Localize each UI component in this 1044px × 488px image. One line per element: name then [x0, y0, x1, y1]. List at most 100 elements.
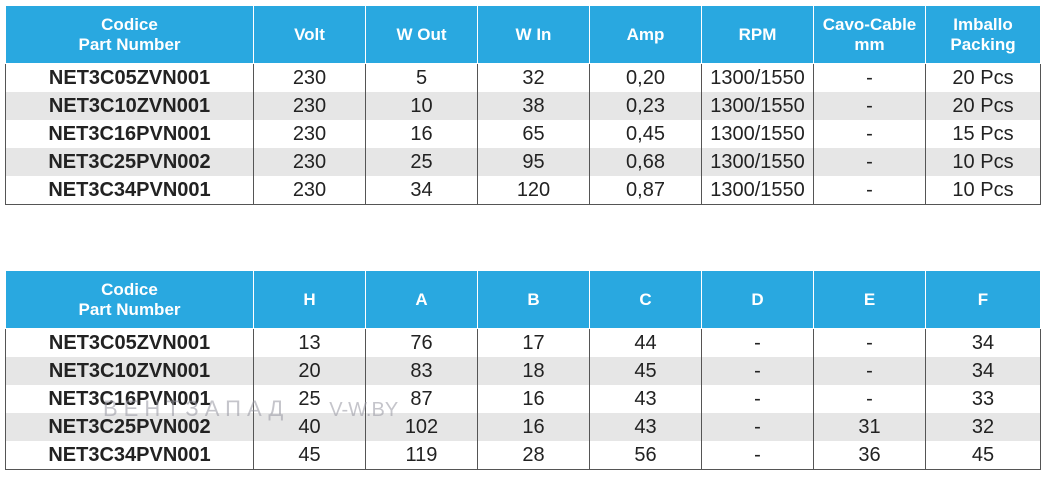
- part-number-cell: NET3C05ZVN001: [5, 63, 254, 92]
- part-number-cell: NET3C16PVN001: [5, 385, 254, 413]
- table-cell: 20: [253, 357, 366, 385]
- table-cell: 10 Pcs: [925, 148, 1041, 176]
- table-row: NET3C16PVN001 25 87 16 43- -33: [5, 385, 1041, 413]
- table-cell: 10 Pcs: [925, 176, 1041, 205]
- dimensions-header-row: Codice Part Number H A B C D E F: [5, 270, 1041, 329]
- part-number-cell: NET3C34PVN001: [5, 176, 254, 205]
- table-cell: -: [813, 120, 926, 148]
- header-volt: Volt: [253, 5, 366, 64]
- table-cell: 18: [477, 357, 590, 385]
- specs-header-row: Codice Part Number Volt W Out W In Amp R…: [5, 5, 1041, 64]
- table-cell: 16: [477, 413, 590, 441]
- table-cell: 102: [365, 413, 478, 441]
- table-cell: 119: [365, 441, 478, 470]
- table-row: NET3C34PVN001 45 119 28 56-36 45: [5, 441, 1041, 470]
- table-cell: 45: [253, 441, 366, 470]
- table-cell: 230: [253, 63, 366, 92]
- part-number-cell: NET3C10ZVN001: [5, 357, 254, 385]
- table-cell: 1300/1550: [701, 176, 814, 205]
- table-cell: 33: [925, 385, 1041, 413]
- table-cell: 16: [477, 385, 590, 413]
- header-e: E: [813, 270, 926, 329]
- table-cell: 45: [589, 357, 702, 385]
- table-cell: 87: [365, 385, 478, 413]
- table-cell: 65: [477, 120, 590, 148]
- part-number-cell: NET3C16PVN001: [5, 120, 254, 148]
- specs-table: Codice Part Number Volt W Out W In Amp R…: [5, 5, 1041, 205]
- table-cell: -: [701, 385, 814, 413]
- table-cell: 43: [589, 413, 702, 441]
- table-cell: 83: [365, 357, 478, 385]
- table-cell: 5: [365, 63, 478, 92]
- table-cell: 13: [253, 328, 366, 357]
- table-cell: 34: [365, 176, 478, 205]
- table-cell: 34: [925, 328, 1041, 357]
- table-cell: 28: [477, 441, 590, 470]
- table-cell: 230: [253, 176, 366, 205]
- table-row: NET3C10ZVN001 230 10 38 0,23 1300/1550-20 Pcs: [5, 92, 1041, 120]
- part-number-cell: NET3C25PVN002: [5, 148, 254, 176]
- table-row: NET3C10ZVN001 20 83 18 45- -34: [5, 357, 1041, 385]
- table-cell: 1300/1550: [701, 92, 814, 120]
- table-cell: 0,20: [589, 63, 702, 92]
- table-row: NET3C05ZVN001 13 76 17 44- -34: [5, 328, 1041, 357]
- table-cell: 20 Pcs: [925, 92, 1041, 120]
- table-cell: 1300/1550: [701, 148, 814, 176]
- table-cell: 230: [253, 120, 366, 148]
- table-row: NET3C34PVN001 230 34 120 0,87 1300/1550-10 Pc…: [5, 176, 1041, 205]
- table-cell: 34: [925, 357, 1041, 385]
- table-cell: -: [701, 357, 814, 385]
- table-cell: 1300/1550: [701, 120, 814, 148]
- header-w-in: W In: [477, 5, 590, 64]
- part-number-cell: NET3C25PVN002: [5, 413, 254, 441]
- table-cell: -: [701, 328, 814, 357]
- header-f: F: [925, 270, 1041, 329]
- table-cell: 16: [365, 120, 478, 148]
- table-cell: -: [813, 63, 926, 92]
- header-b: B: [477, 270, 590, 329]
- table-cell: 230: [253, 148, 366, 176]
- table-cell: 43: [589, 385, 702, 413]
- table-cell: 32: [925, 413, 1041, 441]
- table-row: NET3C05ZVN001 230 5 32 0,20 1300/1550-20 Pcs: [5, 63, 1041, 92]
- header-a: A: [365, 270, 478, 329]
- header-amp: Amp: [589, 5, 702, 64]
- table-cell: 15 Pcs: [925, 120, 1041, 148]
- table-cell: 0,23: [589, 92, 702, 120]
- table-cell: 45: [925, 441, 1041, 470]
- table-cell: 1300/1550: [701, 63, 814, 92]
- table-cell: -: [701, 441, 814, 470]
- table-cell: 120: [477, 176, 590, 205]
- table-cell: 76: [365, 328, 478, 357]
- table-cell: 56: [589, 441, 702, 470]
- table-cell: 31: [813, 413, 926, 441]
- header-d: D: [701, 270, 814, 329]
- header-cable: Cavo-Cable mm: [813, 5, 926, 64]
- table-cell: 0,45: [589, 120, 702, 148]
- table-cell: -: [813, 385, 926, 413]
- table-cell: 40: [253, 413, 366, 441]
- table-cell: 230: [253, 92, 366, 120]
- table-row: NET3C25PVN002 230 25 95 0,68 1300/1550-10 Pcs: [5, 148, 1041, 176]
- table-cell: 32: [477, 63, 590, 92]
- table-cell: -: [813, 92, 926, 120]
- part-number-cell: NET3C10ZVN001: [5, 92, 254, 120]
- header-part-number: Codice Part Number: [5, 5, 254, 64]
- dimensions-table: Codice Part Number H A B C D E F NET3C05…: [5, 270, 1041, 470]
- table-cell: 44: [589, 328, 702, 357]
- table-cell: 36: [813, 441, 926, 470]
- table-cell: -: [813, 148, 926, 176]
- table-cell: 95: [477, 148, 590, 176]
- header-w-out: W Out: [365, 5, 478, 64]
- header-rpm: RPM: [701, 5, 814, 64]
- table-cell: 38: [477, 92, 590, 120]
- header-c: C: [589, 270, 702, 329]
- part-number-cell: NET3C34PVN001: [5, 441, 254, 470]
- table-cell: 0,68: [589, 148, 702, 176]
- table-cell: -: [813, 357, 926, 385]
- header-h: H: [253, 270, 366, 329]
- part-number-cell: NET3C05ZVN001: [5, 328, 254, 357]
- table-cell: -: [813, 176, 926, 205]
- table-cell: 25: [365, 148, 478, 176]
- header-packing: Imballo Packing: [925, 5, 1041, 64]
